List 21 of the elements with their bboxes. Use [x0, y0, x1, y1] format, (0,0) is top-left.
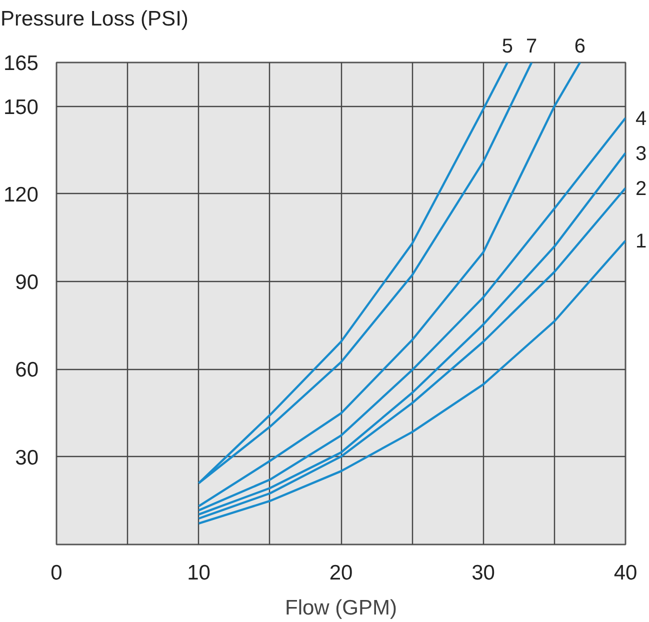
series-label: 7 [526, 36, 538, 58]
x-tick-label: 20 [329, 562, 353, 584]
x-axis-title: Flow (GPM) [285, 596, 398, 620]
y-tick-label: 90 [15, 271, 38, 294]
y-tick-label: 165 [3, 52, 39, 75]
x-tick-label: 10 [187, 562, 210, 584]
y-tick-label: 60 [15, 358, 38, 382]
series-label: 5 [502, 36, 513, 58]
series-label: 2 [636, 178, 647, 200]
series-label: 6 [574, 36, 586, 58]
x-tick-label: 0 [50, 562, 62, 584]
series-label: 1 [636, 230, 647, 253]
y-tick-label: 30 [15, 446, 38, 470]
series-label: 4 [636, 108, 647, 130]
y-tick-label: 120 [3, 183, 39, 206]
series-label: 3 [636, 143, 647, 166]
line-series [198, 240, 626, 525]
x-tick-label: 40 [614, 562, 638, 584]
y-tick-label: 150 [3, 96, 39, 119]
x-tick-label: 30 [472, 562, 495, 584]
y-axis-title: Pressure Loss (PSI) [0, 8, 188, 30]
